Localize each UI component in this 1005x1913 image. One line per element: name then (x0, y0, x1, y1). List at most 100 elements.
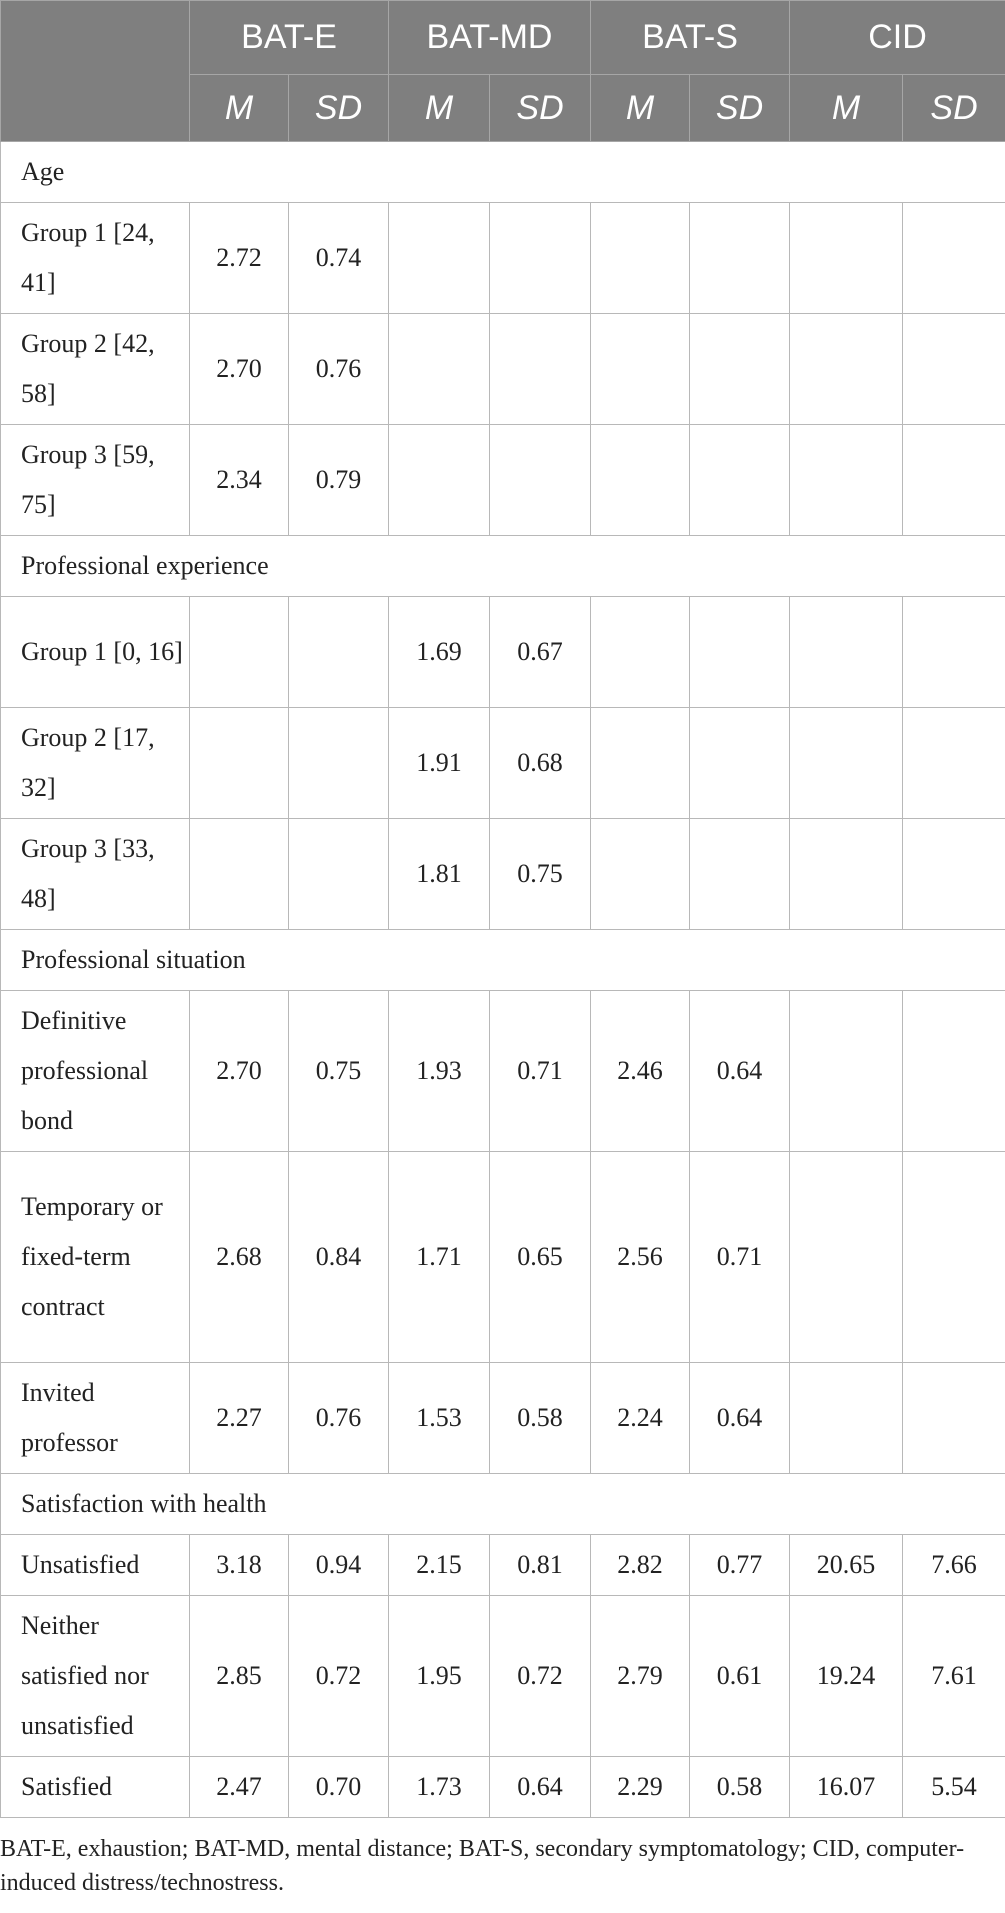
value-cell: 0.75 (489, 818, 592, 930)
value-cell (590, 424, 691, 536)
value-cell: 2.46 (590, 990, 691, 1152)
header-sub-cell: M (789, 74, 904, 142)
value-cell (902, 424, 1005, 536)
value-cell (189, 818, 289, 930)
value-cell: 0.77 (689, 1534, 791, 1596)
header-sub-cell: M (388, 74, 491, 142)
value-cell: 0.58 (489, 1362, 592, 1474)
value-cell: 0.72 (489, 1595, 592, 1757)
value-cell (590, 596, 691, 708)
value-cell (689, 424, 791, 536)
header-blank-cell (0, 0, 190, 142)
row-label: Group 3 [33, 48] (0, 818, 190, 930)
value-cell (489, 424, 592, 536)
table-row: Group 3 [59, 75] 2.34 0.79 (0, 424, 1005, 536)
row-label: Group 1 [24, 41] (0, 202, 190, 314)
section-row-professional-situation: Professional situation (0, 929, 1005, 991)
value-cell (689, 313, 791, 425)
value-cell: 5.54 (902, 1756, 1005, 1818)
section-row-satisfaction-with-health: Satisfaction with health (0, 1473, 1005, 1535)
value-cell (489, 313, 592, 425)
header-group-bat-e: BAT-E (188, 0, 390, 75)
value-cell (287, 596, 390, 708)
value-cell (902, 202, 1005, 314)
value-cell: 20.65 (789, 1534, 904, 1596)
value-cell (902, 707, 1005, 819)
header-group-bat-s: BAT-S (590, 0, 791, 75)
table-row: Group 1 [0, 16] 1.69 0.67 (0, 596, 1005, 708)
value-cell: 0.70 (287, 1756, 390, 1818)
value-cell: 2.15 (388, 1534, 491, 1596)
header-sub-row: M SD M SD M SD M SD (1, 74, 1005, 142)
table-row: Group 1 [24, 41] 2.72 0.74 (0, 202, 1005, 314)
value-cell: 2.72 (189, 202, 289, 314)
value-cell: 0.94 (287, 1534, 390, 1596)
row-label: Neither satisfied nor unsatisfied (0, 1595, 190, 1757)
row-label: Group 2 [42, 58] (0, 313, 190, 425)
value-cell: 1.69 (388, 596, 491, 708)
section-title: Professional experience (0, 535, 1005, 597)
value-cell (789, 424, 904, 536)
value-cell (689, 202, 791, 314)
value-cell (902, 1151, 1005, 1363)
value-cell (590, 313, 691, 425)
value-cell: 2.29 (590, 1756, 691, 1818)
value-cell: 0.64 (689, 990, 791, 1152)
header-sub-cell: SD (902, 74, 1005, 142)
value-cell (388, 424, 491, 536)
value-cell: 0.71 (689, 1151, 791, 1363)
value-cell (789, 818, 904, 930)
value-cell: 3.18 (189, 1534, 289, 1596)
header-sub-cell: M (189, 74, 289, 142)
value-cell: 0.72 (287, 1595, 390, 1757)
value-cell (789, 596, 904, 708)
value-cell (789, 313, 904, 425)
value-cell: 0.65 (489, 1151, 592, 1363)
value-cell: 0.79 (287, 424, 390, 536)
value-cell: 1.81 (388, 818, 491, 930)
value-cell: 1.53 (388, 1362, 491, 1474)
value-cell: 1.73 (388, 1756, 491, 1818)
value-cell (189, 707, 289, 819)
table-row: Group 2 [17, 32] 1.91 0.68 (0, 707, 1005, 819)
row-label: Group 3 [59, 75] (0, 424, 190, 536)
table-footnote: BAT-E, exhaustion; BAT-MD, mental distan… (0, 1836, 965, 1896)
header-sub-cell: SD (287, 74, 390, 142)
value-cell (902, 1362, 1005, 1474)
value-cell: 0.67 (489, 596, 592, 708)
table-row: Definitive professional bond 2.70 0.75 1… (0, 990, 1005, 1152)
value-cell: 2.27 (189, 1362, 289, 1474)
header-group-bat-md: BAT-MD (388, 0, 592, 75)
value-cell: 2.68 (189, 1151, 289, 1363)
row-label: Group 2 [17, 32] (0, 707, 190, 819)
header-sub-cell: SD (489, 74, 592, 142)
stats-table: BAT-E BAT-MD BAT-S CID M SD M SD M SD M … (0, 0, 1005, 1818)
header-group-row: BAT-E BAT-MD BAT-S CID (0, 0, 1005, 142)
value-cell (388, 313, 491, 425)
value-cell: 2.85 (189, 1595, 289, 1757)
value-cell (689, 596, 791, 708)
value-cell: 0.84 (287, 1151, 390, 1363)
value-cell: 1.95 (388, 1595, 491, 1757)
table-row: Unsatisfied 3.18 0.94 2.15 0.81 2.82 0.7… (0, 1534, 1005, 1596)
value-cell (902, 596, 1005, 708)
header-group-cid: CID (789, 0, 1005, 75)
value-cell (902, 313, 1005, 425)
value-cell: 1.93 (388, 990, 491, 1152)
row-label: Temporary or fixed-term contract (0, 1151, 190, 1363)
value-cell: 0.64 (489, 1756, 592, 1818)
table-row: Group 3 [33, 48] 1.81 0.75 (0, 818, 1005, 930)
value-cell: 0.76 (287, 313, 390, 425)
table-body: Age Group 1 [24, 41] 2.72 0.74 Group 2 [… (0, 141, 1005, 1818)
value-cell: 2.70 (189, 313, 289, 425)
value-cell: 7.66 (902, 1534, 1005, 1596)
section-row-professional-experience: Professional experience (0, 535, 1005, 597)
section-title: Professional situation (0, 929, 1005, 991)
value-cell: 0.81 (489, 1534, 592, 1596)
value-cell (590, 818, 691, 930)
table-row: Group 2 [42, 58] 2.70 0.76 (0, 313, 1005, 425)
value-cell: 2.47 (189, 1756, 289, 1818)
section-title: Age (0, 141, 1005, 203)
value-cell: 0.74 (287, 202, 390, 314)
value-cell: 2.56 (590, 1151, 691, 1363)
